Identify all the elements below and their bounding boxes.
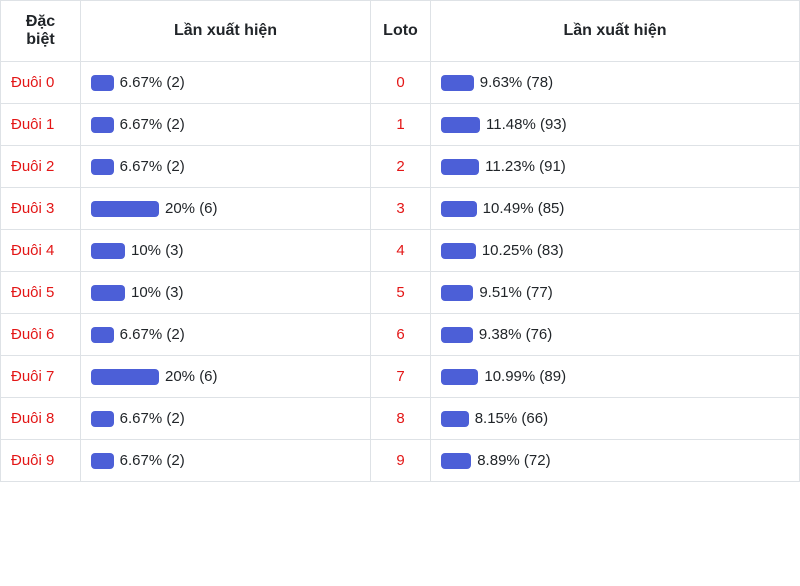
duoi-label: Đuôi 3 xyxy=(1,188,81,230)
table-row: Đuôi 6 6.67% (2) 6 9.38% (76) xyxy=(1,314,800,356)
duoi-frequency-label: 6.67% (2) xyxy=(120,74,185,91)
loto-bar xyxy=(441,369,478,385)
loto-bar xyxy=(441,117,480,133)
loto-bar xyxy=(441,285,473,301)
table-row: Đuôi 1 6.67% (2) 1 11.48% (93) xyxy=(1,104,800,146)
duoi-frequency-label: 10% (3) xyxy=(131,242,184,259)
duoi-label: Đuôi 7 xyxy=(1,356,81,398)
duoi-bar xyxy=(91,285,125,301)
loto-frequency-cell: 9.63% (78) xyxy=(431,62,800,104)
loto-frequency-label: 10.49% (85) xyxy=(483,200,565,217)
loto-bar xyxy=(441,243,476,259)
loto-frequency-label: 8.89% (72) xyxy=(477,452,550,469)
duoi-frequency-cell: 6.67% (2) xyxy=(81,398,371,440)
duoi-frequency-cell: 20% (6) xyxy=(81,188,371,230)
loto-frequency-label: 9.63% (78) xyxy=(480,74,553,91)
duoi-label: Đuôi 6 xyxy=(1,314,81,356)
table-row: Đuôi 5 10% (3) 5 9.51% (77) xyxy=(1,272,800,314)
loto-frequency-label: 10.25% (83) xyxy=(482,242,564,259)
duoi-frequency-cell: 10% (3) xyxy=(81,230,371,272)
duoi-bar xyxy=(91,453,114,469)
duoi-label: Đuôi 8 xyxy=(1,398,81,440)
duoi-label: Đuôi 9 xyxy=(1,440,81,482)
loto-frequency-cell: 11.23% (91) xyxy=(431,146,800,188)
loto-bar xyxy=(441,411,469,427)
loto-number: 4 xyxy=(371,230,431,272)
loto-frequency-label: 11.48% (93) xyxy=(486,116,567,133)
duoi-frequency-cell: 6.67% (2) xyxy=(81,146,371,188)
table-header-row: Đặc biệt Lần xuất hiện Loto Lần xuất hiệ… xyxy=(1,1,800,62)
loto-bar xyxy=(441,159,479,175)
duoi-label: Đuôi 2 xyxy=(1,146,81,188)
duoi-bar xyxy=(91,411,114,427)
header-lan-xuat-hien-1: Lần xuất hiện xyxy=(81,1,371,62)
loto-frequency-cell: 8.89% (72) xyxy=(431,440,800,482)
duoi-bar xyxy=(91,201,159,217)
loto-number: 2 xyxy=(371,146,431,188)
header-lan-xuat-hien-2: Lần xuất hiện xyxy=(431,1,800,62)
loto-frequency-cell: 9.51% (77) xyxy=(431,272,800,314)
duoi-frequency-label: 6.67% (2) xyxy=(120,452,185,469)
loto-number: 6 xyxy=(371,314,431,356)
loto-frequency-label: 9.51% (77) xyxy=(479,284,552,301)
header-dac-biet: Đặc biệt xyxy=(1,1,81,62)
duoi-label: Đuôi 5 xyxy=(1,272,81,314)
duoi-label: Đuôi 0 xyxy=(1,62,81,104)
loto-frequency-label: 8.15% (66) xyxy=(475,410,548,427)
loto-frequency-label: 11.23% (91) xyxy=(485,158,566,175)
loto-number: 9 xyxy=(371,440,431,482)
loto-number: 1 xyxy=(371,104,431,146)
table-row: Đuôi 4 10% (3) 4 10.25% (83) xyxy=(1,230,800,272)
loto-bar xyxy=(441,327,473,343)
duoi-frequency-cell: 10% (3) xyxy=(81,272,371,314)
duoi-frequency-cell: 6.67% (2) xyxy=(81,104,371,146)
duoi-bar xyxy=(91,117,114,133)
table-row: Đuôi 9 6.67% (2) 9 8.89% (72) xyxy=(1,440,800,482)
duoi-frequency-label: 10% (3) xyxy=(131,284,184,301)
loto-frequency-cell: 10.49% (85) xyxy=(431,188,800,230)
loto-frequency-cell: 8.15% (66) xyxy=(431,398,800,440)
loto-frequency-cell: 10.25% (83) xyxy=(431,230,800,272)
duoi-frequency-cell: 6.67% (2) xyxy=(81,314,371,356)
table-row: Đuôi 7 20% (6) 7 10.99% (89) xyxy=(1,356,800,398)
duoi-frequency-cell: 6.67% (2) xyxy=(81,62,371,104)
duoi-bar xyxy=(91,75,114,91)
loto-frequency-label: 10.99% (89) xyxy=(484,368,566,385)
duoi-frequency-label: 6.67% (2) xyxy=(120,410,185,427)
duoi-bar xyxy=(91,369,159,385)
table-row: Đuôi 8 6.67% (2) 8 8.15% (66) xyxy=(1,398,800,440)
duoi-label: Đuôi 4 xyxy=(1,230,81,272)
table-row: Đuôi 2 6.67% (2) 2 11.23% (91) xyxy=(1,146,800,188)
loto-number: 0 xyxy=(371,62,431,104)
duoi-frequency-cell: 20% (6) xyxy=(81,356,371,398)
duoi-frequency-label: 20% (6) xyxy=(165,200,218,217)
duoi-bar xyxy=(91,327,114,343)
loto-number: 3 xyxy=(371,188,431,230)
duoi-frequency-label: 6.67% (2) xyxy=(120,158,185,175)
duoi-frequency-label: 20% (6) xyxy=(165,368,218,385)
duoi-frequency-label: 6.67% (2) xyxy=(120,326,185,343)
duoi-frequency-cell: 6.67% (2) xyxy=(81,440,371,482)
loto-frequency-cell: 9.38% (76) xyxy=(431,314,800,356)
header-loto: Loto xyxy=(371,1,431,62)
loto-frequency-label: 9.38% (76) xyxy=(479,326,552,343)
duoi-frequency-label: 6.67% (2) xyxy=(120,116,185,133)
duoi-bar xyxy=(91,159,114,175)
loto-bar xyxy=(441,75,474,91)
frequency-table: Đặc biệt Lần xuất hiện Loto Lần xuất hiệ… xyxy=(0,0,800,482)
loto-number: 8 xyxy=(371,398,431,440)
loto-number: 7 xyxy=(371,356,431,398)
loto-frequency-cell: 10.99% (89) xyxy=(431,356,800,398)
loto-frequency-cell: 11.48% (93) xyxy=(431,104,800,146)
table-row: Đuôi 3 20% (6) 3 10.49% (85) xyxy=(1,188,800,230)
duoi-label: Đuôi 1 xyxy=(1,104,81,146)
table-row: Đuôi 0 6.67% (2) 0 9.63% (78) xyxy=(1,62,800,104)
loto-bar xyxy=(441,201,477,217)
loto-number: 5 xyxy=(371,272,431,314)
duoi-bar xyxy=(91,243,125,259)
loto-bar xyxy=(441,453,471,469)
